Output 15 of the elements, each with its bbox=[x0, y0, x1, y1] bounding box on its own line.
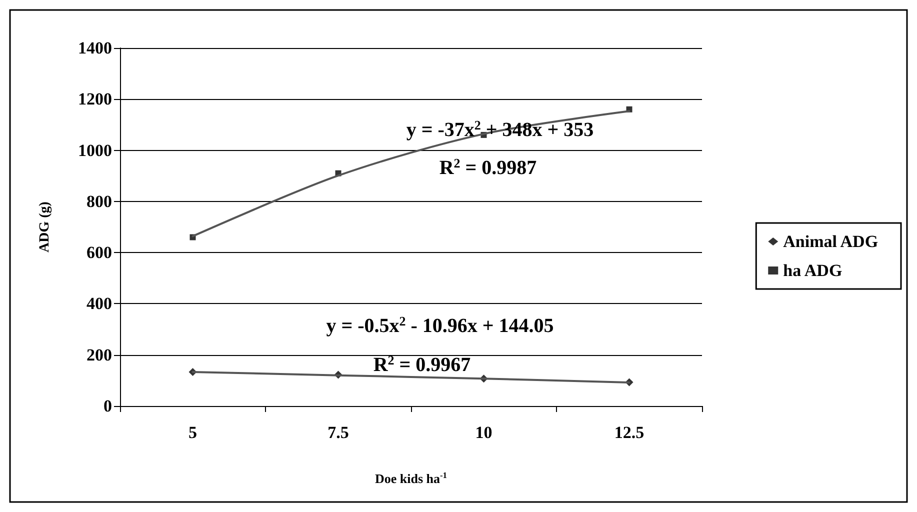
y-tick-label: 1400 bbox=[78, 38, 112, 58]
legend-label: Animal ADG bbox=[783, 232, 878, 251]
y-tick-label: 400 bbox=[86, 294, 112, 314]
y-tick-label: 0 bbox=[104, 396, 112, 416]
x-tick-label: 7.5 bbox=[328, 423, 349, 442]
y-tick-label: 200 bbox=[86, 345, 112, 364]
x-tick-label: 12.5 bbox=[614, 423, 644, 442]
y-tick-label: 1000 bbox=[78, 140, 112, 160]
y-axis-title: ADG (g) bbox=[38, 201, 52, 252]
y-tick-label: 800 bbox=[86, 192, 112, 211]
y-tick-label: 1200 bbox=[78, 90, 112, 109]
legend-label: ha ADG bbox=[783, 261, 842, 280]
y-tick-label: 600 bbox=[86, 243, 112, 262]
x-tick-label: 10 bbox=[475, 423, 492, 442]
x-tick-label: 5 bbox=[188, 423, 197, 442]
